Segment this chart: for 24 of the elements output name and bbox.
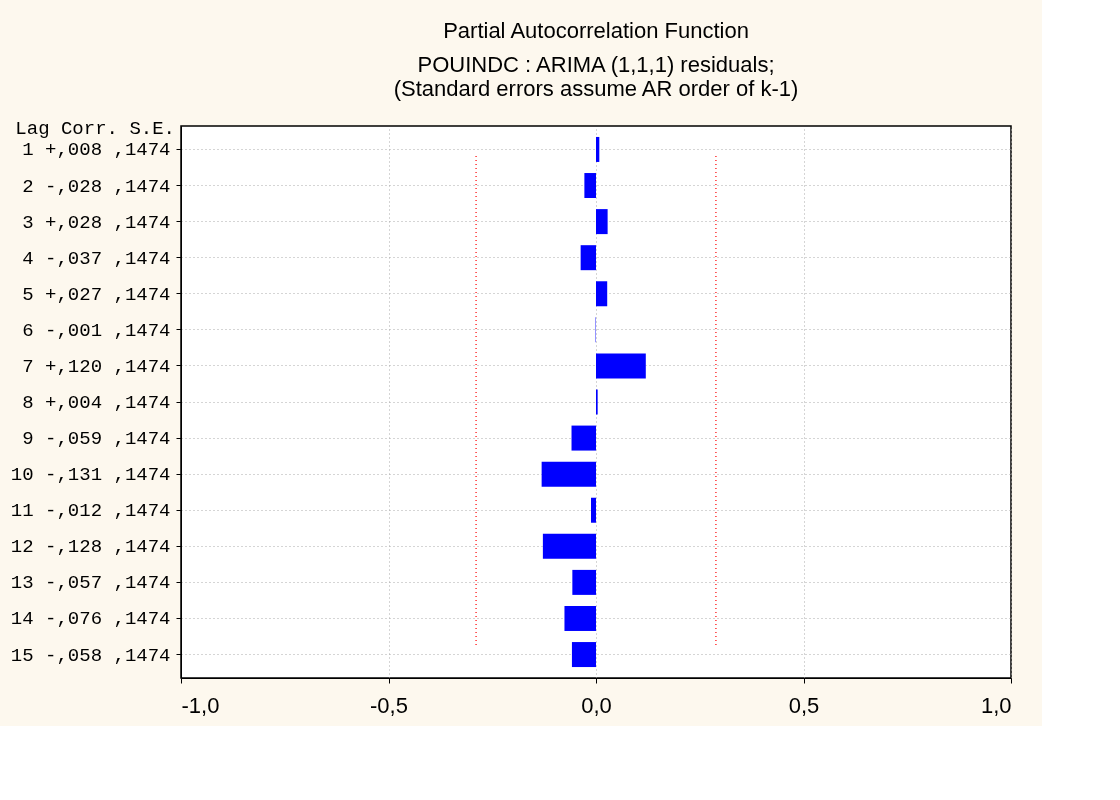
x-tick-label: -1,0 xyxy=(181,692,220,718)
y-tick-label: 15 -,058 ,1474 xyxy=(10,644,171,667)
text: Lag Corr. S.E. xyxy=(15,118,175,140)
x-tick-label: -0,5 xyxy=(370,692,408,718)
y-tick-label: 4 -,037 ,1474 xyxy=(22,247,171,270)
y-tick-label: 7 +,120 ,1474 xyxy=(22,355,171,378)
y-tick-label: 1 +,008 ,1474 xyxy=(22,139,171,162)
y-tick-label: 10 -,131 ,1474 xyxy=(10,464,171,487)
y-tick-label: 11 -,012 ,1474 xyxy=(10,500,171,523)
y-tick-label: 9 -,059 ,1474 xyxy=(22,428,171,451)
y-tick-label: 5 +,027 ,1474 xyxy=(22,283,171,306)
text: (Standard errors assume AR order of k-1) xyxy=(393,76,799,101)
text: POUINDC : ARIMA (1,1,1) residuals; xyxy=(417,52,775,77)
x-tick-label: 0,0 xyxy=(581,692,612,718)
x-tick-label: 0,5 xyxy=(788,692,820,718)
y-tick-label: 13 -,057 ,1474 xyxy=(10,572,171,595)
x-tick-label: 1,0 xyxy=(980,692,1012,718)
y-tick-label: 6 -,001 ,1474 xyxy=(22,319,171,342)
y-tick-label: 12 -,128 ,1474 xyxy=(10,536,171,559)
y-tick-label: 8 +,004 ,1474 xyxy=(22,392,171,414)
y-tick-label: 14 -,076 ,1474 xyxy=(10,608,171,631)
chart-title: Partial Autocorrelation Function xyxy=(443,18,749,43)
y-tick-label: 2 -,028 ,1474 xyxy=(22,175,171,198)
y-tick-label: 3 +,028 ,1474 xyxy=(22,211,171,234)
